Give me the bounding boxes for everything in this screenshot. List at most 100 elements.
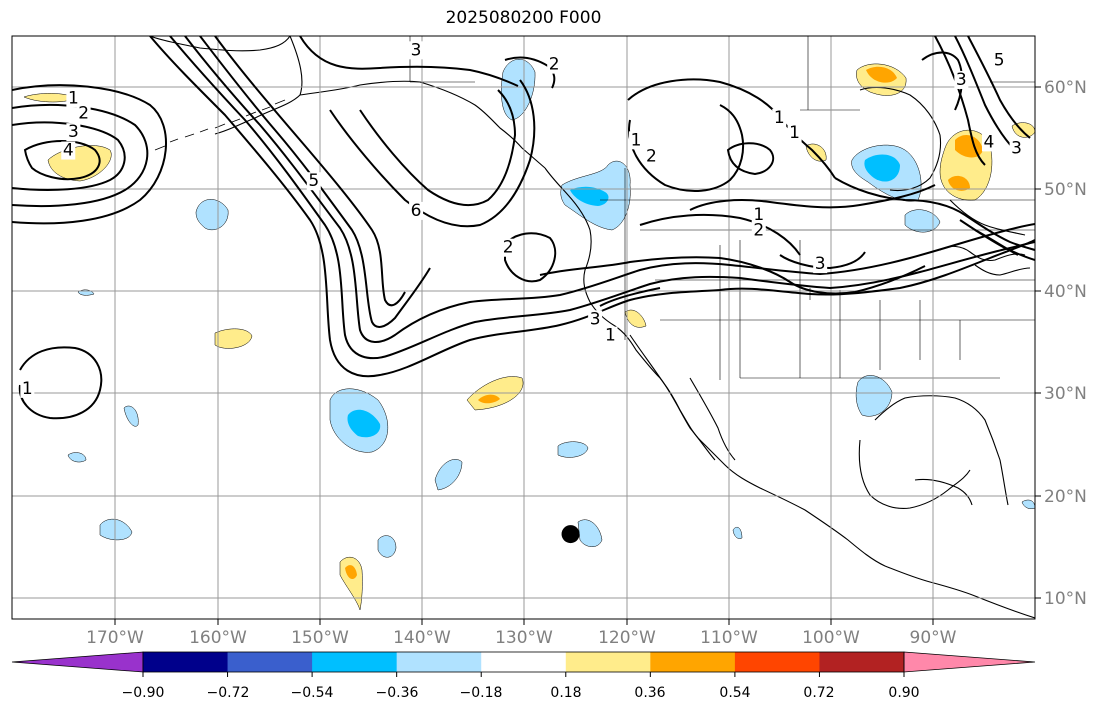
lon-label: 150°W (291, 628, 349, 648)
contour-label-bg (409, 41, 424, 60)
colorbar-label: 0.18 (550, 685, 581, 701)
contour-1 (834, 177, 1035, 251)
lon-label: 140°W (393, 628, 451, 648)
negative-anomaly (434, 459, 463, 491)
colorbar-label: −0.72 (207, 685, 250, 701)
positive-anomaly (478, 394, 500, 404)
lat-label: 20°N (1044, 487, 1087, 507)
colorbar-segment (650, 652, 736, 672)
contour-3 (779, 251, 866, 270)
negative-anomaly (904, 209, 941, 233)
lon-label: 110°W (700, 628, 758, 648)
lat-label: 40°N (1044, 282, 1087, 302)
colorbar-segment (565, 652, 651, 672)
lat-label: 50°N (1044, 180, 1087, 200)
contour-label: 1 (605, 326, 616, 346)
contour-3 (539, 256, 926, 295)
colorbar-segment (734, 652, 820, 672)
contour-label-bg (588, 310, 603, 329)
contour-label-bg (813, 255, 828, 274)
negative-anomaly (557, 441, 589, 458)
contour-label: 3 (1011, 139, 1022, 159)
contour-label-bg (751, 221, 766, 240)
latitude-labels: 60°N 50°N 40°N 30°N 20°N 10°N (1044, 78, 1087, 609)
colorbar-label: 0.36 (634, 685, 665, 701)
contour-label: 2 (78, 104, 89, 124)
contour-label: 5 (994, 51, 1005, 71)
contour-label-bg (547, 55, 562, 74)
graticule (12, 36, 1035, 619)
positive-anomaly (345, 565, 357, 580)
coastlines-and-borders (149, 36, 1035, 619)
contour-label: 5 (308, 171, 319, 191)
contour-label: 3 (815, 254, 826, 274)
contour-label-bg (501, 238, 516, 257)
contour-label: 3 (590, 309, 601, 329)
tick-marks (114, 86, 1041, 625)
contour-label-bg (751, 205, 766, 224)
contour-4 (934, 36, 986, 166)
location-marker (561, 525, 580, 544)
contour-6 (214, 36, 406, 307)
colorbar-frame (142, 651, 905, 673)
negative-anomaly (855, 375, 893, 417)
negative-anomaly (732, 527, 743, 539)
colorbar-tick-labels: −0.90 −0.72 −0.54 −0.36 −0.18 0.18 0.36 … (122, 685, 920, 701)
colorbar-segment (312, 652, 398, 672)
longitude-labels: 170°W 160°W 150°W 140°W 130°W 120°W 110°… (86, 628, 957, 648)
lon-label: 90°W (910, 628, 957, 648)
negative-anomaly (377, 535, 397, 558)
contour-label-bg (76, 104, 91, 123)
contour-1 (628, 104, 745, 192)
colorbar-segment (227, 652, 313, 672)
negative-anomaly (347, 409, 381, 438)
negative-anomaly (864, 154, 900, 182)
colorbar-label: 0.72 (803, 685, 834, 701)
colorbar-label: −0.18 (460, 685, 503, 701)
negative-anomaly (1021, 499, 1035, 509)
colorbar-label: −0.54 (291, 685, 334, 701)
contour-2 (504, 232, 557, 283)
contour-2 (169, 36, 1035, 360)
contour-label: 2 (646, 147, 657, 167)
negative-anomaly (123, 405, 139, 427)
lon-label: 160°W (189, 628, 247, 648)
colorbar-segment (481, 652, 567, 672)
contour-label-bg (66, 123, 81, 142)
lon-label: 100°W (802, 628, 860, 648)
contour-label: 2 (503, 238, 514, 258)
contour-label: 1 (68, 88, 79, 108)
contour-label-bg (306, 172, 321, 191)
lon-label: 170°W (86, 628, 144, 648)
contour-label-bg (66, 89, 81, 108)
positive-anomaly (624, 309, 647, 328)
contour-label-bg (954, 70, 969, 89)
contour-label: 6 (411, 201, 422, 221)
contour-label: 3 (68, 122, 79, 142)
colorbar-label: −0.90 (122, 685, 165, 701)
contour-label: 3 (956, 70, 967, 90)
colorbar-segment (396, 652, 482, 672)
contour-label-bg (409, 201, 424, 220)
colorbar-extend-min (11, 651, 144, 673)
contour-label-bg (992, 51, 1007, 70)
contour-6 (359, 89, 517, 207)
contour-label: 1 (774, 108, 785, 128)
contour-5 (199, 36, 431, 328)
contour-5 (954, 36, 1016, 151)
contour-6 (967, 36, 1031, 139)
contour-label: 1 (22, 379, 33, 399)
colorbar-label: 0.90 (888, 685, 919, 701)
contour-3 (599, 287, 661, 307)
negative-anomaly (195, 199, 229, 231)
negative-anomaly (99, 518, 133, 541)
contour-label: 1 (753, 205, 764, 225)
positive-anomaly (214, 328, 253, 349)
contour-label: 1 (789, 123, 800, 143)
contour-label-bg (603, 326, 618, 345)
contour-3 (974, 229, 1019, 256)
positive-anomaly (948, 175, 970, 191)
plot-title: 2025080200 F000 (445, 8, 602, 28)
